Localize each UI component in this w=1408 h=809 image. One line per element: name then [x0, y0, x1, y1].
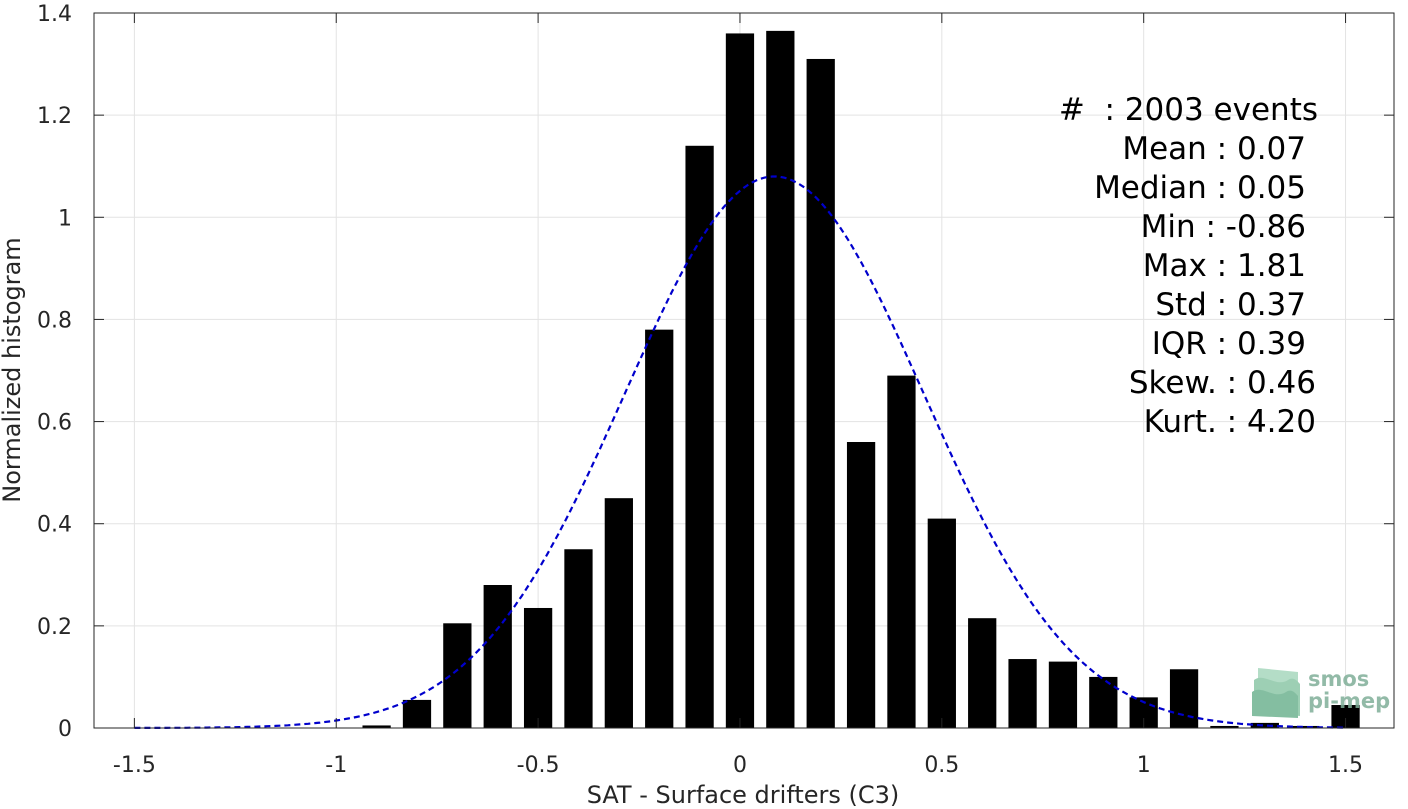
histogram-bar — [523, 607, 553, 728]
histogram-bar — [362, 725, 391, 728]
axes-frame — [93, 12, 1395, 729]
stats-kurt: Kurt. : 4.20 — [1144, 404, 1316, 440]
logo-text-pimep: pi-mep — [1308, 689, 1390, 713]
y-axis-label: Normalized histogram — [0, 237, 26, 502]
stats-skew: Skew. : 0.46 — [1129, 365, 1316, 401]
y-tick-label: 0.8 — [37, 308, 72, 333]
x-tick-label: -1 — [325, 753, 347, 778]
x-axis-label: SAT - Surface drifters (C3) — [587, 781, 900, 809]
stats-min: Min : -0.86 — [1141, 209, 1306, 245]
stats-max: Max : 1.81 — [1143, 248, 1306, 284]
histogram-bar — [564, 549, 593, 728]
histogram-bar — [1008, 659, 1037, 728]
histogram-bar — [887, 375, 916, 728]
histogram-bars — [362, 30, 1360, 729]
histogram-bar — [1250, 722, 1279, 728]
histogram-bar — [604, 498, 633, 728]
histogram-bar — [443, 623, 472, 728]
histogram-bar — [1089, 676, 1118, 728]
smos-pimep-logo: smos pi-mep — [1252, 667, 1390, 718]
histogram-bar — [1048, 661, 1078, 728]
stats-events: # : 2003 events — [1059, 92, 1318, 128]
y-tick-label: 0.4 — [37, 513, 72, 538]
histogram-bar — [402, 699, 432, 728]
histogram-bar — [846, 442, 876, 728]
x-tick-label: -0.5 — [517, 753, 560, 778]
stats-median: Median : 0.05 — [1094, 170, 1306, 206]
histogram-bar — [645, 329, 674, 728]
stats-std: Std : 0.37 — [1155, 287, 1306, 323]
histogram-bar — [968, 618, 997, 728]
y-tick-label: 1 — [58, 206, 72, 231]
stats-box: # : 2003 events Mean : 0.07 Median : 0.0… — [1059, 92, 1318, 440]
histogram-bar — [766, 30, 795, 728]
x-tick-label: 0.5 — [924, 753, 959, 778]
logo-waves-icon — [1252, 668, 1300, 718]
x-tick-label: 1 — [1137, 753, 1151, 778]
histogram-bar — [483, 585, 512, 728]
x-tick-label: 0 — [733, 753, 747, 778]
histogram-bar — [806, 58, 835, 728]
y-tick-label: 0 — [58, 717, 72, 742]
x-tick-label: 1.5 — [1328, 753, 1363, 778]
stats-mean: Mean : 0.07 — [1122, 131, 1306, 167]
y-tick-label: 0.6 — [37, 411, 72, 436]
y-tick-label: 0.2 — [37, 615, 72, 640]
x-tick-label: -1.5 — [113, 753, 156, 778]
histogram-bar — [1331, 705, 1360, 728]
y-tick-label: 1.4 — [37, 2, 72, 27]
histogram-bar — [1210, 725, 1239, 728]
y-tick-label: 1.2 — [37, 104, 72, 129]
stats-iqr: IQR : 0.39 — [1152, 326, 1306, 362]
histogram-bar — [1291, 725, 1320, 728]
histogram-bar — [1169, 669, 1199, 728]
logo-text-smos: smos — [1308, 667, 1369, 691]
histogram-bar — [685, 145, 714, 729]
histogram-bar — [927, 518, 956, 728]
tick-labels: -1.5 -1 -0.5 0 0.5 1 1.5 0 0.2 0.4 0.6 0.8 1 1.2 1.4 — [37, 2, 1363, 778]
plot-box — [93, 12, 1395, 729]
histogram-bar — [725, 33, 755, 728]
